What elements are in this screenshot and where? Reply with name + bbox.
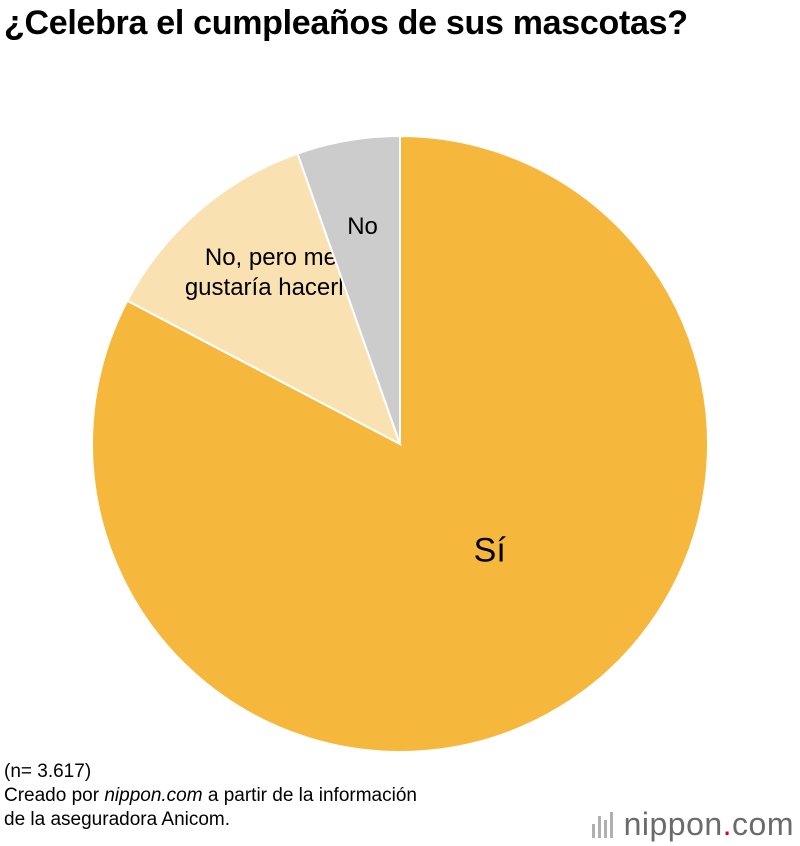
chart-footer: (n= 3.617) Creado por nippon.com a parti… bbox=[4, 760, 417, 832]
source-note-line-2: de la aseguradora Anicom. bbox=[4, 809, 231, 830]
chart-title: ¿Celebra el cumpleaños de sus mascotas? bbox=[4, 4, 688, 42]
source-prefix: Creado por bbox=[4, 785, 105, 806]
nippon-logo: nippon. com bbox=[591, 806, 794, 843]
pie-label-no-pero-me-gustaria-hacerlo: No, pero me gustaría hacerlo bbox=[185, 244, 357, 301]
logo-bars-icon bbox=[591, 811, 616, 838]
pie-slice-no bbox=[296, 134, 401, 445]
source-suffix: a partir de la información bbox=[202, 785, 417, 806]
logo-tld: com bbox=[732, 806, 794, 842]
source-note-line-1: Creado por nippon.com a partir de la inf… bbox=[4, 784, 417, 808]
logo-dot: . bbox=[722, 806, 733, 842]
pie-slice-si bbox=[91, 134, 709, 753]
pie-label-si: Sí bbox=[474, 531, 507, 569]
pie-label-no: No bbox=[347, 213, 378, 240]
logo-name: nippon bbox=[623, 806, 723, 842]
pie-chart: Sí No, pero me gustaría hacerlo No bbox=[91, 134, 709, 753]
sample-size-note: (n= 3.617) bbox=[4, 761, 92, 782]
source-site: nippon.com bbox=[104, 785, 203, 806]
pie-slice-no-pero-me-gustaria-hacerlo bbox=[125, 152, 402, 447]
